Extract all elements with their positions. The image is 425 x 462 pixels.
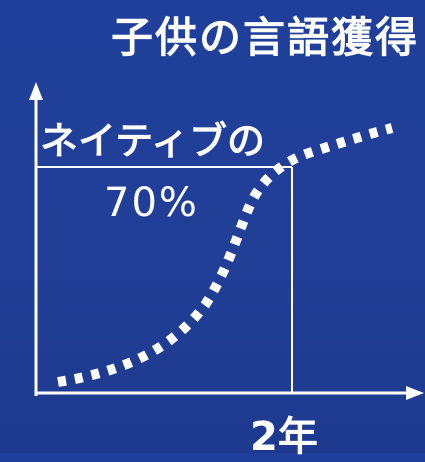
slide-title: 子供の言語獲得 [110,13,419,62]
percent-label: 70% [104,180,199,226]
x-axis-arrowhead [406,386,424,400]
years-label: 2年 [250,414,318,460]
y-axis-arrowhead [29,82,43,100]
native-label: ネイティブの [40,119,265,163]
